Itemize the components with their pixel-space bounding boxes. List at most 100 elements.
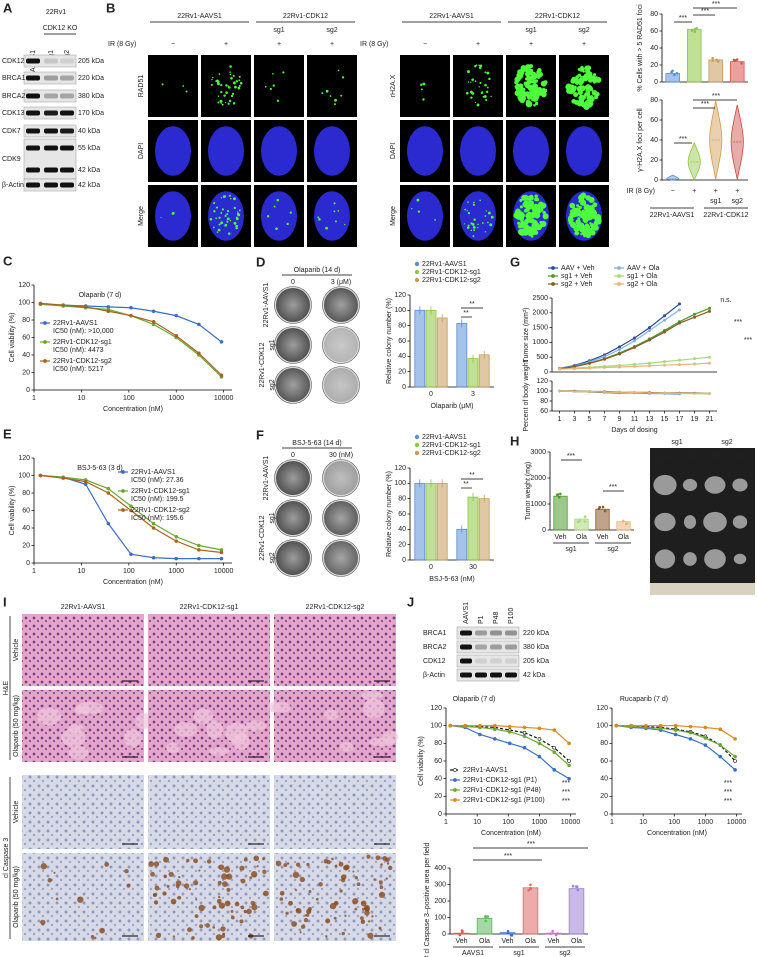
- label: +: [582, 41, 586, 48]
- y-tick-label: 120: [536, 378, 548, 385]
- bar: [595, 508, 610, 531]
- focus: [264, 86, 267, 88]
- caspase-stain: [188, 887, 191, 891]
- row-label: DAPI: [138, 143, 145, 159]
- focus: [276, 198, 280, 202]
- caspase-stain: [194, 914, 199, 919]
- caspase-stain: [385, 877, 388, 880]
- data-point: [151, 309, 156, 314]
- focus: [486, 86, 489, 89]
- focus: [537, 87, 543, 92]
- focus: [587, 212, 593, 218]
- caspase-stain: [243, 909, 247, 913]
- focus: [523, 208, 528, 213]
- caspase-stain: [221, 873, 228, 880]
- label: 22Rv1-CDK12-sg1: [180, 604, 239, 611]
- caspase-stain: [299, 931, 302, 934]
- data-point: [588, 390, 591, 393]
- focus: [519, 199, 523, 203]
- row-label: DAPI: [390, 143, 397, 159]
- y-axis-label: Percent of body weight: [523, 360, 530, 431]
- focus: [215, 206, 219, 209]
- bar: [568, 888, 585, 935]
- size-label: 55 kDa: [78, 145, 100, 152]
- focus: [229, 65, 232, 68]
- focus: [485, 98, 488, 102]
- caspase-stain: [308, 890, 312, 894]
- caspase-stain: [285, 911, 289, 915]
- data-point: [558, 389, 561, 393]
- focus: [420, 88, 423, 91]
- legend-label: sg2 + Ola: [627, 281, 657, 288]
- focus: [576, 87, 581, 91]
- bar: [436, 482, 448, 561]
- blot-band: [490, 672, 502, 678]
- significance: ***: [724, 789, 732, 796]
- significance: ***: [712, 1, 720, 8]
- label: 3 (μM): [331, 279, 351, 286]
- focus: [478, 66, 482, 69]
- replicate-dot: [583, 520, 587, 523]
- plate-colonies: [324, 461, 358, 495]
- focus: [334, 220, 337, 223]
- focus: [473, 218, 476, 221]
- focus: [226, 213, 229, 215]
- blot: [456, 668, 520, 682]
- x-tick-label: 1: [32, 395, 36, 402]
- data-point: [129, 508, 133, 513]
- data-point: [38, 473, 43, 478]
- focus: [161, 83, 164, 86]
- label: 22Rv1-AAVS1: [650, 212, 695, 219]
- focus: [477, 226, 479, 229]
- legend-swatch: [121, 508, 125, 512]
- focus: [218, 73, 221, 76]
- label: IR (8 Gy): [627, 188, 655, 195]
- focus: [584, 84, 592, 91]
- focus: [467, 212, 471, 215]
- focus: [592, 202, 598, 208]
- data-point: [693, 392, 696, 395]
- caspase-stain: [240, 878, 246, 884]
- panel-letter: G: [510, 254, 520, 269]
- caspase-stain: [341, 931, 345, 936]
- blot-band: [26, 145, 40, 151]
- nucleus: [314, 191, 350, 241]
- caspase-stain: [334, 864, 338, 868]
- focus: [578, 223, 582, 226]
- data-point: [197, 351, 201, 356]
- blot-band: [26, 93, 40, 99]
- focus: [276, 99, 280, 102]
- caspase-stain: [186, 858, 190, 863]
- blot-band: [60, 75, 74, 81]
- caspase-stain: [222, 932, 226, 936]
- caspase-stain: [99, 927, 105, 934]
- label: 30 (nM): [329, 452, 353, 459]
- caspase-stain: [153, 861, 160, 867]
- nucleus: [566, 126, 602, 176]
- data-point: [692, 362, 696, 366]
- plate-colonies: [276, 368, 310, 402]
- row-label: rH2A.X: [390, 74, 397, 97]
- nucleus: [460, 191, 496, 241]
- label: +: [692, 188, 696, 195]
- focus: [587, 75, 593, 81]
- plate-colonies: [276, 461, 310, 495]
- panel-letter: I: [3, 594, 7, 609]
- data-point: [677, 321, 681, 325]
- caspase-stain: [198, 869, 201, 872]
- focus: [325, 89, 329, 93]
- replicate-dot: [458, 933, 462, 937]
- focus: [539, 207, 544, 212]
- blot: [456, 640, 520, 654]
- x-tick-label: 30: [469, 564, 477, 571]
- x-tick-label: 10000: [561, 819, 581, 826]
- legend-swatch: [453, 768, 457, 772]
- data-point: [174, 333, 179, 338]
- replicate-dot: [554, 933, 558, 937]
- y-tick-label: 0: [438, 811, 442, 818]
- focus: [473, 201, 475, 204]
- ir-label: IR (8 Gy): [360, 41, 388, 48]
- focus: [272, 84, 275, 87]
- caspase-stain: [183, 883, 190, 889]
- blot-band: [26, 128, 40, 134]
